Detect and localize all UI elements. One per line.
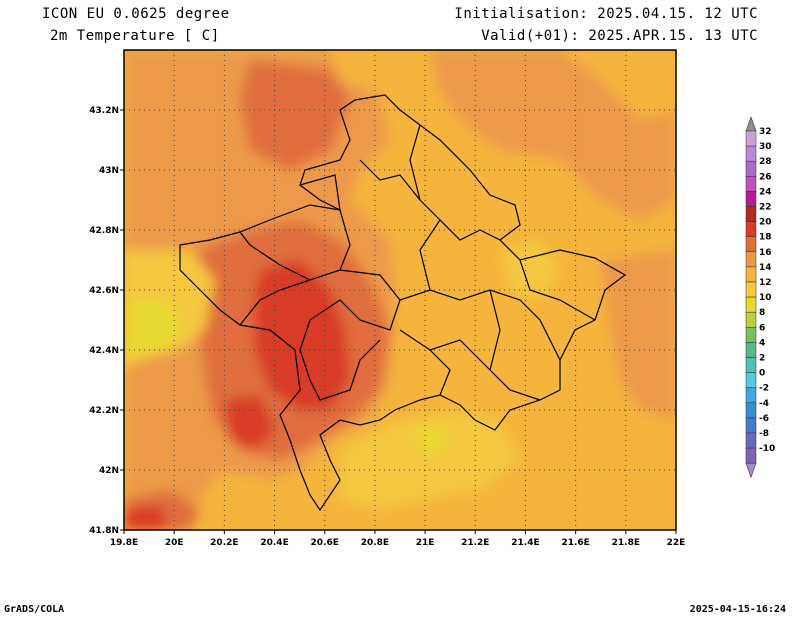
field-band-16-18-ne xyxy=(430,50,676,220)
colorbar-swatch xyxy=(745,266,757,283)
field-band-18-20-north xyxy=(240,60,350,170)
lat-tick-label: 43N xyxy=(99,166,119,176)
colorbar-swatch xyxy=(745,130,757,147)
colorbar-label: 22 xyxy=(759,203,772,213)
colorbar-swatch xyxy=(745,357,757,373)
internal-border-4 xyxy=(419,219,501,291)
lat-tick-label: 42.6N xyxy=(89,286,119,296)
colorbar-label: 4 xyxy=(759,338,765,348)
colorbar-label: -4 xyxy=(759,399,769,409)
colorbar-top-arrow xyxy=(745,116,757,132)
lon-tick-label: 21.4E xyxy=(511,538,539,548)
colorbar-label: 32 xyxy=(759,127,772,137)
field-band-10-12-south xyxy=(410,425,450,455)
colorbar-swatch xyxy=(745,145,757,162)
colorbar-swatch xyxy=(745,372,757,388)
internal-border-11 xyxy=(429,349,451,396)
colorbar-swatch xyxy=(745,432,757,449)
lat-tick-label: 43.2N xyxy=(89,106,119,116)
internal-border-10 xyxy=(519,259,596,321)
internal-border-12 xyxy=(239,279,311,326)
colorbar-swatch xyxy=(745,311,757,328)
colorbar-label: 16 xyxy=(759,248,772,258)
model-title: ICON EU 0.0625 degree xyxy=(42,6,230,22)
colorbar-label: 14 xyxy=(759,263,772,273)
colorbar-swatch xyxy=(745,206,757,222)
colorbar-label: 12 xyxy=(759,278,772,288)
colorbar-label: 2 xyxy=(759,354,765,364)
lon-tick-label: 20.2E xyxy=(210,538,238,548)
colorbar-label: 20 xyxy=(759,218,772,228)
internal-border-5 xyxy=(409,124,441,221)
lon-tick-label: 21.8E xyxy=(612,538,640,548)
lon-tick-label: 21.2E xyxy=(461,538,489,548)
internal-border-8 xyxy=(359,159,421,201)
colorbar-label: -6 xyxy=(759,414,769,424)
lat-tick-label: 42.2N xyxy=(89,406,119,416)
internal-border-7 xyxy=(399,329,491,371)
valid-time: Valid(+01): 2025.APR.15. 13 UTC xyxy=(481,28,758,44)
lon-tick-label: 20.6E xyxy=(311,538,339,548)
lon-tick-label: 22E xyxy=(667,538,686,548)
field-title: 2m Temperature [ C] xyxy=(50,28,220,44)
colorbar-swatch xyxy=(745,221,757,237)
administrative-borders xyxy=(179,94,627,512)
field-band-20-22-sw xyxy=(124,505,170,530)
colorbar-bottom-arrow xyxy=(745,462,757,479)
colorbar-label: 30 xyxy=(759,142,772,152)
longitude-axis: 19.8E 20E 20.2E 20.4E 20.6E 20.8E 21E 21.2E 21.4… xyxy=(110,530,686,548)
colorbar-swatch xyxy=(745,402,757,419)
lon-tick-label: 20E xyxy=(165,538,184,548)
lat-tick-label: 41.8N xyxy=(89,526,119,536)
lon-tick-label: 21.6E xyxy=(561,538,589,548)
init-time: Initialisation: 2025.04.15. 12 UTC xyxy=(454,6,758,22)
field-band-20-22-south xyxy=(225,395,275,450)
colorbar-label: -2 xyxy=(759,384,769,394)
field-band-10-12 xyxy=(124,300,185,355)
lon-tick-label: 20.4E xyxy=(260,538,288,548)
colorbar-swatch xyxy=(745,281,757,298)
colorbar-swatch xyxy=(745,447,757,464)
colorbar-label: 28 xyxy=(759,157,772,167)
colorbar-label: 10 xyxy=(759,293,772,303)
lat-tick-label: 42.8N xyxy=(89,226,119,236)
internal-border-9 xyxy=(299,184,341,211)
lat-tick-label: 42.4N xyxy=(89,346,119,356)
colorbar-swatch xyxy=(745,251,757,268)
colorbar-swatch xyxy=(745,160,757,177)
colorbar-label: 24 xyxy=(759,187,772,197)
colorbar-swatch xyxy=(745,176,757,192)
colorbar-label: -10 xyxy=(759,444,775,454)
colorbar-label: 26 xyxy=(759,172,772,182)
colorbar-swatch xyxy=(745,296,757,313)
field-band-20-22 xyxy=(255,260,350,410)
field-band-16-18-east xyxy=(600,250,676,420)
lat-tick-label: 42N xyxy=(99,466,119,476)
colorbar-label: -8 xyxy=(759,429,769,439)
lon-tick-label: 21E xyxy=(416,538,435,548)
colorbar-label: 8 xyxy=(759,308,765,318)
colorbar-swatch xyxy=(745,342,757,358)
lon-tick-label: 20.8E xyxy=(361,538,389,548)
colorbar-label: 6 xyxy=(759,323,765,333)
colorbar-swatch xyxy=(745,191,757,207)
colorbar-swatch xyxy=(745,327,757,343)
software-credit: GrADS/COLA xyxy=(4,604,65,615)
colorbar-label: 18 xyxy=(759,233,772,243)
colorbar-swatch xyxy=(745,417,757,434)
colorbar-label: 0 xyxy=(759,369,765,379)
lon-tick-label: 19.8E xyxy=(110,538,138,548)
colorbar-swatch xyxy=(745,387,757,404)
graticule xyxy=(124,50,676,530)
colorbar-swatch xyxy=(745,236,757,253)
render-timestamp: 2025-04-15-16:24 xyxy=(689,604,786,615)
latitude-axis: 41.8N 42N 42.2N 42.4N 42.6N 42.8N 43N 43.2N xyxy=(89,106,124,536)
